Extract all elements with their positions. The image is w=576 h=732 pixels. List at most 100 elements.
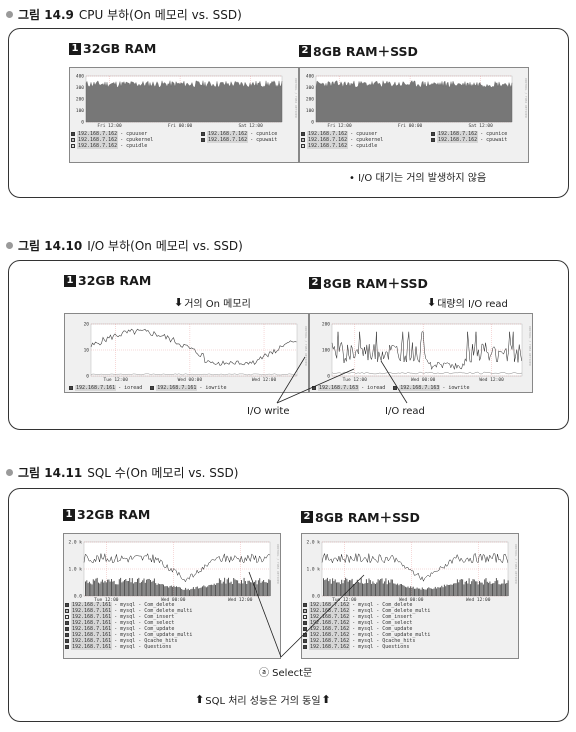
- select-bar: [254, 581, 255, 596]
- x-tick-label: Wed 12:00: [252, 377, 277, 383]
- select-callout-line-2: [280, 574, 365, 658]
- legend-row: 192.168.7.162- cpukernel: [301, 137, 383, 143]
- figure-caption: CPU 부하(On 메모리 vs. SSD): [78, 8, 242, 22]
- select-bar: [152, 580, 154, 596]
- cpu-usage-area: [85, 80, 283, 123]
- select-bar: [181, 589, 183, 596]
- legend-swatch: [65, 633, 69, 637]
- legend-swatch: [303, 603, 307, 607]
- select-bar: [98, 582, 99, 596]
- up-arrow-icon: ⬆: [321, 693, 331, 706]
- y-tick-label: 300: [306, 85, 314, 91]
- select-bar: [91, 584, 93, 596]
- figure-caption: I/O 부하(On 메모리 vs. SSD): [87, 239, 243, 253]
- select-bar: [368, 578, 370, 596]
- select-bar: [225, 583, 227, 596]
- legend-row: 192.168.7.162- cpuwait: [431, 137, 507, 143]
- x-tick-label: Wed 00:00: [161, 597, 186, 603]
- legend-swatch: [65, 615, 69, 619]
- select-bar: [217, 582, 219, 596]
- select-bar: [437, 587, 439, 596]
- select-bar: [198, 588, 200, 596]
- legend-metric: - cpukernel: [120, 137, 154, 143]
- figure-box-io: 1 32GB RAM 2 8GB RAM＋SSD ⬇ 거의 On 메모리 ⬇ 대…: [8, 260, 569, 430]
- select-bar: [125, 579, 127, 596]
- legend-ip: 192.168.7.161: [71, 638, 113, 644]
- select-bar: [359, 582, 361, 596]
- select-bar: [423, 589, 425, 596]
- select-bar: [451, 584, 453, 596]
- select-bar: [349, 580, 350, 596]
- select-bar: [112, 581, 114, 596]
- legend-metric: - cpuwait: [250, 137, 278, 143]
- legend-ip: 192.168.7.162: [77, 137, 119, 143]
- x-tick-label: Fri 00:00: [398, 123, 423, 129]
- bullet-icon: [6, 242, 13, 249]
- x-tick-label: Fri 00:00: [168, 123, 193, 129]
- select-bar: [218, 578, 220, 596]
- select-bar: [247, 580, 249, 596]
- select-bar: [116, 584, 118, 596]
- select-bar: [252, 582, 254, 596]
- select-bar: [388, 580, 389, 596]
- sql-chart-svg: 2.0 k 1.0 k 0.0 Tue 12:00 Wed 00:00 Wed 12:00…: [306, 540, 518, 604]
- select-bar: [260, 582, 262, 596]
- select-bar: [399, 584, 401, 596]
- legend-swatch: [65, 645, 69, 649]
- legend-ip: 192.168.7.162: [309, 632, 351, 638]
- legend-metric: - mysql - Questions: [114, 644, 172, 650]
- cpu-legend-2: 192.168.7.162- cpuuser 192.168.7.162- cp…: [301, 131, 383, 149]
- select-bar: [257, 580, 259, 596]
- y-tick-label: 1.0 k: [306, 567, 320, 573]
- select-bar: [476, 581, 478, 596]
- y-tick-label: 200: [306, 97, 314, 103]
- select-bar: [150, 580, 151, 596]
- select-bar: [419, 588, 421, 596]
- select-bar: [506, 583, 508, 596]
- select-bar: [342, 583, 344, 596]
- x-tick-label: Tue 12:00: [104, 377, 129, 383]
- y-tick-label: 2.0 k: [68, 540, 82, 546]
- panel-label-2: 2 8GB RAM＋SSD: [309, 273, 428, 292]
- select-bar: [429, 588, 431, 596]
- legend-swatch: [431, 132, 435, 136]
- panel-number: 2: [301, 510, 313, 523]
- y-tick-label: 100: [76, 108, 84, 114]
- y-tick-label: 0: [311, 120, 314, 126]
- select-bar: [199, 588, 201, 596]
- legend-ip: 192.168.7.162: [309, 614, 351, 620]
- select-bar: [471, 581, 473, 596]
- legend-swatch: [301, 144, 305, 148]
- select-bar: [411, 587, 413, 596]
- io-callout-lines: [276, 356, 408, 404]
- figure-box-sql: 1 32GB RAM 2 8GB RAM＋SSD 2.0 k 1.0 k 0.0 Tu…: [8, 488, 569, 722]
- write-callout-line-2: [276, 368, 355, 404]
- select-bar: [185, 587, 187, 596]
- legend-ip: 192.168.7.163: [399, 385, 441, 391]
- up-arrow-icon: ⬆: [195, 693, 205, 706]
- figure-title-14-10: 그림 14.10 I/O 부하(On 메모리 vs. SSD): [6, 237, 243, 254]
- select-bar: [237, 580, 239, 596]
- io-read-line: [331, 331, 522, 371]
- select-bar: [228, 577, 229, 596]
- legend-row: 192.168.7.162- mysql - Qcache_hits: [303, 638, 430, 644]
- select-bar: [401, 584, 402, 596]
- select-bar: [355, 582, 357, 596]
- select-bar: [122, 581, 124, 596]
- x-tick-label: Wed 12:00: [466, 597, 491, 603]
- select-bar: [397, 583, 399, 596]
- legend-metric: - mysql - Com_update: [114, 626, 175, 632]
- select-bar: [384, 581, 386, 596]
- select-bar: [373, 583, 375, 596]
- legend-metric: - cpuidle: [350, 143, 378, 149]
- legend-row: 192.168.7.162- cpuuser: [71, 131, 153, 137]
- legend-ip: 192.168.7.162: [207, 137, 249, 143]
- x-tick-label: Tue 12:00: [343, 377, 368, 383]
- select-bar: [113, 580, 115, 596]
- select-bar: [204, 586, 206, 596]
- select-bar: [382, 583, 384, 596]
- select-bar: [416, 587, 418, 596]
- select-bar: [450, 584, 452, 596]
- select-bar: [133, 583, 135, 596]
- arrow-note-text: 거의 On 메모리: [184, 299, 251, 310]
